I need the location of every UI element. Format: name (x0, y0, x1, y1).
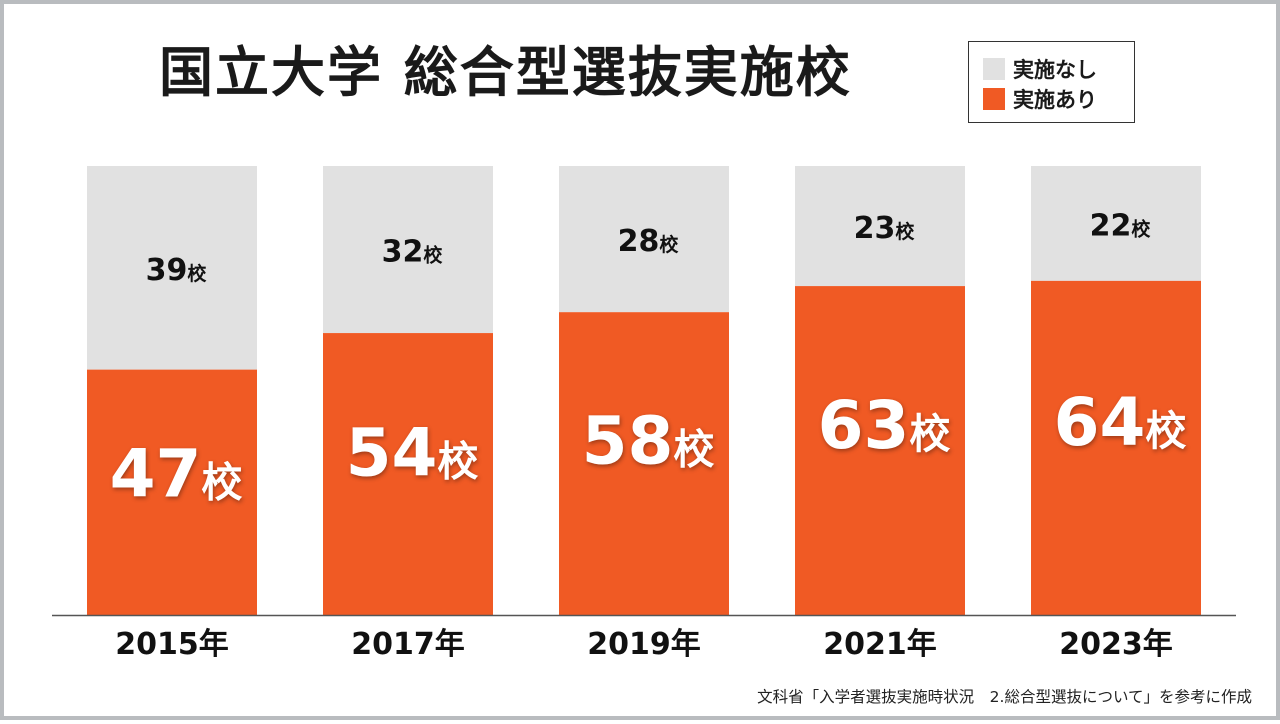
bar-segment-held (559, 312, 729, 615)
x-tick-label: 2023年 (1059, 627, 1173, 662)
bar-segment-held (87, 369, 257, 615)
data-label-none: 32校 (382, 235, 444, 270)
bar-segment-none (795, 166, 965, 287)
data-label-none: 39校 (146, 253, 208, 288)
data-label-none: 22校 (1090, 208, 1152, 243)
data-label-held: 54校 (346, 414, 479, 491)
x-tick-label: 2019年 (587, 627, 701, 662)
bar-segment-none (1031, 166, 1201, 281)
bar-segment-held (795, 286, 965, 615)
bar-segment-held (323, 333, 493, 615)
legend-swatch-none (983, 58, 1005, 80)
legend-item-none: 実施なし (983, 56, 1097, 82)
x-tick-label: 2021年 (823, 627, 937, 662)
data-label-held: 58校 (582, 402, 715, 479)
x-tick-label: 2015年 (115, 627, 229, 662)
bar-segment-none (87, 166, 257, 370)
bar-segment-none (559, 166, 729, 313)
source-note: 文科省「入学者選抜実施時状況 2.総合型選抜について」を参考に作成 (757, 688, 1252, 706)
bar-segment-held (1031, 280, 1201, 615)
x-tick-label: 2017年 (351, 627, 465, 662)
legend: 実施なし 実施あり (968, 41, 1135, 123)
legend-item-held: 実施あり (983, 86, 1097, 112)
stacked-bar-chart: 39校 47校 2015年 32校 54校 2017年 28校 58校 2019年 23校 63校 2… (52, 166, 1236, 662)
chart-title: 国立大学 総合型選抜実施校 (159, 41, 852, 104)
data-label-held: 64校 (1054, 384, 1187, 461)
data-label-held: 63校 (818, 387, 951, 464)
data-label-none: 23校 (854, 211, 916, 246)
legend-label-none: 実施なし (1013, 58, 1097, 82)
legend-label-held: 実施あり (1013, 88, 1097, 112)
data-label-none: 28校 (618, 224, 680, 259)
data-label-held: 47校 (110, 436, 243, 513)
legend-swatch-held (983, 88, 1005, 110)
bar-segment-none (323, 166, 493, 334)
